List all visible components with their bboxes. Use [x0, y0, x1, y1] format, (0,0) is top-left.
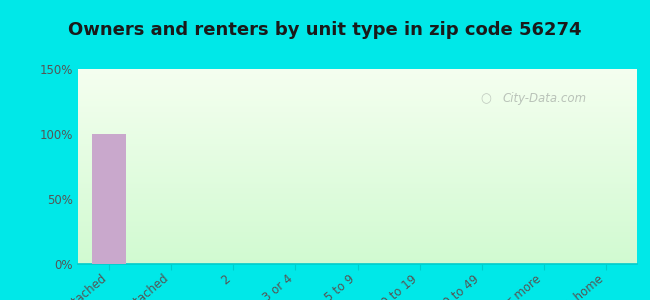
Text: ○: ○: [480, 92, 491, 105]
Bar: [92, 134, 126, 264]
Text: City-Data.com: City-Data.com: [503, 92, 587, 105]
Text: Owners and renters by unit type in zip code 56274: Owners and renters by unit type in zip c…: [68, 21, 582, 39]
